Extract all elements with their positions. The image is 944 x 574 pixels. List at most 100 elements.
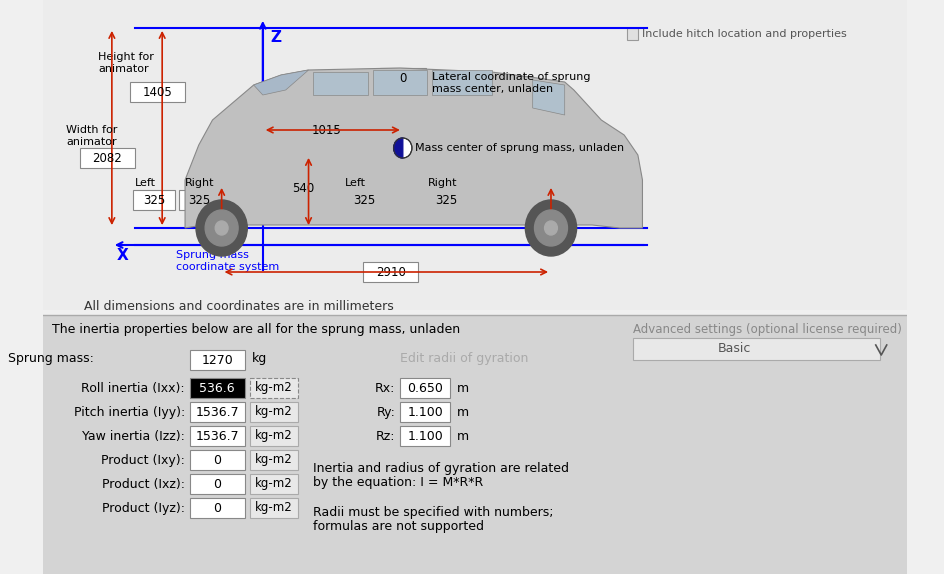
Text: All dimensions and coordinates are in millimeters: All dimensions and coordinates are in mi… bbox=[84, 300, 395, 313]
Text: 325: 325 bbox=[353, 193, 376, 207]
Polygon shape bbox=[185, 68, 643, 228]
Text: Rx:: Rx: bbox=[375, 382, 396, 395]
Text: X: X bbox=[116, 248, 128, 263]
FancyBboxPatch shape bbox=[250, 378, 297, 398]
Text: kg-m2: kg-m2 bbox=[255, 382, 293, 394]
Polygon shape bbox=[313, 72, 368, 95]
Text: 325: 325 bbox=[143, 193, 165, 207]
Polygon shape bbox=[432, 70, 492, 95]
Text: 325: 325 bbox=[189, 193, 211, 207]
Text: 0: 0 bbox=[213, 478, 221, 491]
Circle shape bbox=[196, 200, 247, 256]
Text: 1.100: 1.100 bbox=[407, 405, 443, 418]
Circle shape bbox=[394, 138, 412, 158]
FancyBboxPatch shape bbox=[250, 450, 297, 470]
Text: Height for
animator: Height for animator bbox=[98, 52, 154, 73]
Text: The inertia properties below are all for the sprung mass, unladen: The inertia properties below are all for… bbox=[53, 323, 461, 336]
FancyBboxPatch shape bbox=[363, 262, 418, 282]
Text: Basic: Basic bbox=[717, 343, 750, 355]
Text: 1.100: 1.100 bbox=[407, 429, 443, 443]
Text: kg: kg bbox=[252, 352, 267, 365]
FancyBboxPatch shape bbox=[627, 28, 638, 40]
Text: Lateral coordinate of sprung
mass center, unladen: Lateral coordinate of sprung mass center… bbox=[432, 72, 591, 94]
Text: 1405: 1405 bbox=[143, 86, 173, 99]
Text: by the equation: I = M*R*R: by the equation: I = M*R*R bbox=[313, 476, 483, 489]
FancyBboxPatch shape bbox=[379, 68, 426, 88]
Polygon shape bbox=[532, 80, 565, 115]
FancyBboxPatch shape bbox=[43, 0, 907, 310]
FancyBboxPatch shape bbox=[133, 190, 175, 210]
Circle shape bbox=[545, 221, 557, 235]
FancyBboxPatch shape bbox=[178, 190, 221, 210]
Text: 0: 0 bbox=[213, 453, 221, 467]
FancyBboxPatch shape bbox=[633, 338, 881, 360]
Text: 0: 0 bbox=[213, 502, 221, 514]
Polygon shape bbox=[254, 70, 309, 95]
Text: Right: Right bbox=[185, 178, 214, 188]
Text: Mass center of sprung mass, unladen: Mass center of sprung mass, unladen bbox=[414, 143, 624, 153]
Text: kg-m2: kg-m2 bbox=[255, 478, 293, 491]
Text: m: m bbox=[457, 382, 469, 395]
Text: Inertia and radius of gyration are related: Inertia and radius of gyration are relat… bbox=[313, 462, 569, 475]
Text: kg-m2: kg-m2 bbox=[255, 502, 293, 514]
Text: Z: Z bbox=[270, 30, 281, 45]
Text: 0: 0 bbox=[399, 72, 407, 84]
Text: Include hitch location and properties: Include hitch location and properties bbox=[642, 29, 847, 39]
Text: Sprung mass
coordinate system: Sprung mass coordinate system bbox=[176, 250, 279, 272]
FancyBboxPatch shape bbox=[400, 426, 450, 446]
FancyBboxPatch shape bbox=[190, 426, 244, 446]
Text: Advanced settings (optional license required): Advanced settings (optional license requ… bbox=[633, 323, 902, 336]
Wedge shape bbox=[394, 138, 403, 158]
FancyBboxPatch shape bbox=[250, 402, 297, 422]
FancyBboxPatch shape bbox=[190, 350, 244, 370]
Circle shape bbox=[215, 221, 228, 235]
Text: 2082: 2082 bbox=[93, 152, 122, 165]
Text: Rz:: Rz: bbox=[376, 430, 396, 443]
Text: 325: 325 bbox=[435, 193, 458, 207]
Text: 1536.7: 1536.7 bbox=[195, 429, 239, 443]
Text: 536.6: 536.6 bbox=[199, 382, 235, 394]
Text: Roll inertia (Ixx):: Roll inertia (Ixx): bbox=[81, 382, 185, 395]
FancyBboxPatch shape bbox=[299, 120, 354, 140]
Text: 1015: 1015 bbox=[312, 123, 342, 137]
Text: Yaw inertia (Izz):: Yaw inertia (Izz): bbox=[82, 430, 185, 443]
Text: kg-m2: kg-m2 bbox=[255, 429, 293, 443]
FancyBboxPatch shape bbox=[190, 450, 244, 470]
FancyBboxPatch shape bbox=[80, 148, 135, 168]
FancyBboxPatch shape bbox=[250, 474, 297, 494]
Text: Product (Ixz):: Product (Ixz): bbox=[102, 478, 185, 491]
Text: 1270: 1270 bbox=[201, 354, 233, 367]
Circle shape bbox=[526, 200, 577, 256]
Text: Left: Left bbox=[346, 178, 366, 188]
FancyBboxPatch shape bbox=[400, 402, 450, 422]
FancyBboxPatch shape bbox=[250, 498, 297, 518]
FancyBboxPatch shape bbox=[279, 178, 327, 198]
Text: m: m bbox=[457, 430, 469, 443]
Text: kg-m2: kg-m2 bbox=[255, 453, 293, 467]
FancyBboxPatch shape bbox=[400, 378, 450, 398]
Text: Product (Iyz):: Product (Iyz): bbox=[102, 502, 185, 515]
Polygon shape bbox=[373, 70, 428, 95]
Circle shape bbox=[205, 210, 238, 246]
Text: Edit radii of gyration: Edit radii of gyration bbox=[400, 352, 529, 365]
FancyBboxPatch shape bbox=[344, 190, 385, 210]
Text: 0.650: 0.650 bbox=[407, 382, 443, 394]
Text: Ry:: Ry: bbox=[377, 406, 396, 419]
Text: Pitch inertia (Iyy):: Pitch inertia (Iyy): bbox=[74, 406, 185, 419]
Text: 540: 540 bbox=[292, 181, 314, 195]
FancyBboxPatch shape bbox=[190, 498, 244, 518]
FancyBboxPatch shape bbox=[190, 378, 244, 398]
FancyBboxPatch shape bbox=[190, 474, 244, 494]
Text: Left: Left bbox=[135, 178, 156, 188]
Text: Right: Right bbox=[428, 178, 457, 188]
Text: kg-m2: kg-m2 bbox=[255, 405, 293, 418]
Text: formulas are not supported: formulas are not supported bbox=[313, 520, 484, 533]
Text: Sprung mass:: Sprung mass: bbox=[8, 352, 93, 365]
FancyBboxPatch shape bbox=[43, 315, 907, 574]
Text: Product (Ixy):: Product (Ixy): bbox=[101, 454, 185, 467]
FancyBboxPatch shape bbox=[190, 402, 244, 422]
FancyBboxPatch shape bbox=[426, 190, 467, 210]
Text: Width for
animator: Width for animator bbox=[66, 125, 117, 146]
Circle shape bbox=[534, 210, 567, 246]
FancyBboxPatch shape bbox=[130, 82, 185, 102]
